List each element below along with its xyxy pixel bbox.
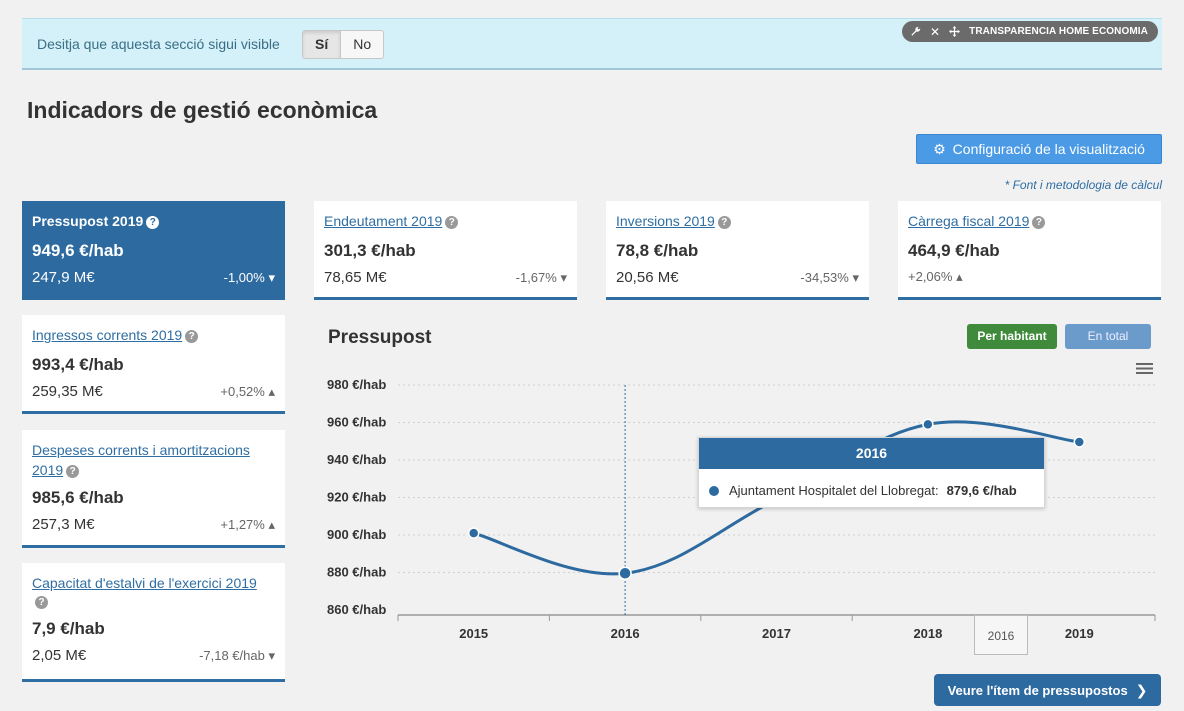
y-tick-label: 940 €/hab — [327, 452, 386, 467]
caret-down-icon: ▾ — [560, 269, 567, 285]
help-icon[interactable]: ? — [66, 465, 80, 478]
wrench-icon[interactable] — [910, 26, 921, 37]
help-icon[interactable]: ? — [445, 216, 459, 229]
card-secondary-value: 257,3 M€ — [32, 516, 95, 533]
series-dot-icon — [709, 485, 719, 496]
help-icon[interactable]: ? — [185, 330, 199, 343]
tooltip-series-name: Ajuntament Hospitalet del Llobregat: — [729, 483, 939, 498]
data-point[interactable] — [922, 418, 934, 431]
card-inversions[interactable]: Inversions 2019? 78,8 €/hab 20,56 M€ -34,… — [606, 201, 869, 300]
x-tick-label: 2019 — [1065, 626, 1094, 641]
visibility-toggle: Sí No — [302, 30, 385, 59]
caret-up-icon: ▴ — [268, 383, 275, 399]
caret-down-icon: ▾ — [268, 269, 275, 285]
card-title: Despeses corrents i amortitzacions 2019 — [32, 442, 250, 478]
caret-up-icon: ▴ — [268, 516, 275, 532]
chart-tooltip: 2016 Ajuntament Hospitalet del Llobregat… — [698, 437, 1045, 508]
caret-up-icon: ▴ — [956, 269, 963, 284]
y-tick-label: 880 €/hab — [327, 565, 386, 580]
card-secondary-value: 78,65 M€ — [324, 269, 387, 286]
card-title: Inversions 2019 — [616, 213, 715, 229]
visible-no-button[interactable]: No — [341, 30, 385, 59]
card-title: Càrrega fiscal 2019 — [908, 213, 1030, 229]
y-tick-label: 960 €/hab — [327, 415, 386, 430]
card-main-value: 464,9 €/hab — [908, 241, 1000, 260]
card-secondary-value: 20,56 M€ — [616, 269, 679, 286]
configure-visualization-button[interactable]: ⚙ Configuració de la visualització — [916, 134, 1162, 164]
card-title: Pressupost 2019 — [32, 213, 144, 229]
visibility-banner: Desitja que aquesta secció sigui visible… — [22, 18, 1162, 70]
x-tick-label: 2018 — [913, 626, 942, 641]
view-budget-item-label: Veure l'ítem de pressupostos — [947, 682, 1128, 698]
gear-icon: ⚙ — [933, 140, 946, 157]
y-tick-label: 980 €/hab — [327, 377, 386, 392]
view-budget-item-button[interactable]: Veure l'ítem de pressupostos ❯ — [934, 674, 1161, 706]
card-title: Capacitat d'estalvi de l'exercici 2019 — [32, 575, 257, 591]
card-pressupost[interactable]: Pressupost 2019? 949,6 €/hab 247,9 M€ -1,… — [22, 201, 285, 300]
card-secondary-value: 259,35 M€ — [32, 383, 103, 400]
navigator-year-label[interactable]: 2016 — [974, 615, 1028, 655]
card-title: Endeutament 2019 — [324, 213, 443, 229]
card-variation: -1,67% — [515, 269, 557, 285]
help-icon[interactable]: ? — [717, 216, 731, 229]
card-main-value: 985,6 €/hab — [32, 488, 124, 507]
card-main-value: 301,3 €/hab — [324, 241, 416, 260]
en-total-button[interactable]: En total — [1065, 324, 1151, 349]
section-edit-pill: ✕ TRANSPARENCIA HOME ECONOMIA — [902, 21, 1158, 42]
configure-visualization-label: Configuració de la visualització — [952, 141, 1145, 157]
page-title: Indicadors de gestió econòmica — [27, 97, 378, 123]
card-variation: -34,53% — [800, 269, 849, 285]
visibility-question: Desitja que aquesta secció sigui visible — [37, 36, 280, 52]
chevron-right-icon: ❯ — [1135, 681, 1148, 698]
x-tick-label: 2015 — [459, 626, 488, 641]
y-tick-label: 900 €/hab — [327, 527, 386, 542]
card-despeses[interactable]: Despeses corrents i amortitzacions 2019?… — [22, 430, 285, 548]
card-ingressos[interactable]: Ingressos corrents 2019? 993,4 €/hab 259… — [22, 315, 285, 414]
x-tick-label: 2016 — [611, 626, 640, 641]
caret-down-icon: ▾ — [852, 269, 859, 285]
section-tag: TRANSPARENCIA HOME ECONOMIA — [969, 26, 1148, 37]
card-variation: -7,18 €/hab — [199, 647, 265, 663]
tooltip-value: 879,6 €/hab — [946, 483, 1017, 498]
card-capacitat-estalvi[interactable]: Capacitat d'estalvi de l'exercici 2019? … — [22, 563, 285, 682]
help-icon[interactable]: ? — [35, 596, 48, 609]
y-tick-label: 860 €/hab — [327, 602, 386, 617]
methodology-link[interactable]: * Font i metodologia de càlcul — [1004, 178, 1162, 192]
close-icon[interactable]: ✕ — [930, 24, 941, 39]
card-main-value: 949,6 €/hab — [32, 241, 124, 260]
move-icon[interactable] — [949, 26, 961, 37]
help-icon[interactable]: ? — [1032, 216, 1046, 229]
budget-line-chart: 860 €/hab 880 €/hab 900 €/hab 920 €/hab 940 … — [327, 377, 1156, 641]
card-main-value: 7,9 €/hab — [32, 619, 105, 638]
chart-title: Pressupost — [328, 327, 432, 348]
caret-down-icon: ▾ — [268, 647, 275, 663]
card-title: Ingressos corrents 2019 — [32, 327, 183, 343]
card-variation: +0,52% — [220, 383, 265, 399]
help-icon[interactable]: ? — [146, 216, 160, 229]
data-point[interactable] — [467, 527, 480, 539]
y-tick-label: 920 €/hab — [327, 490, 386, 505]
tooltip-header: 2016 — [699, 438, 1044, 469]
data-point[interactable] — [618, 566, 632, 580]
card-carrega-fiscal[interactable]: Càrrega fiscal 2019? 464,9 €/hab +2,06% … — [898, 201, 1161, 300]
card-main-value: 993,4 €/hab — [32, 355, 124, 374]
chart-menu-icon[interactable] — [1136, 362, 1153, 380]
card-variation: -1,00% — [223, 269, 265, 285]
card-variation: +2,06% — [908, 269, 953, 284]
visible-yes-button[interactable]: Sí — [302, 30, 342, 59]
card-endeutament[interactable]: Endeutament 2019? 301,3 €/hab 78,65 M€ -1… — [314, 201, 577, 300]
card-secondary-value: 2,05 M€ — [32, 647, 87, 664]
per-habitant-button[interactable]: Per habitant — [967, 324, 1057, 349]
card-secondary-value: 247,9 M€ — [32, 269, 95, 286]
data-point[interactable] — [1073, 436, 1086, 448]
card-main-value: 78,8 €/hab — [616, 241, 699, 260]
card-variation: +1,27% — [220, 516, 265, 532]
x-tick-label: 2017 — [762, 626, 791, 641]
